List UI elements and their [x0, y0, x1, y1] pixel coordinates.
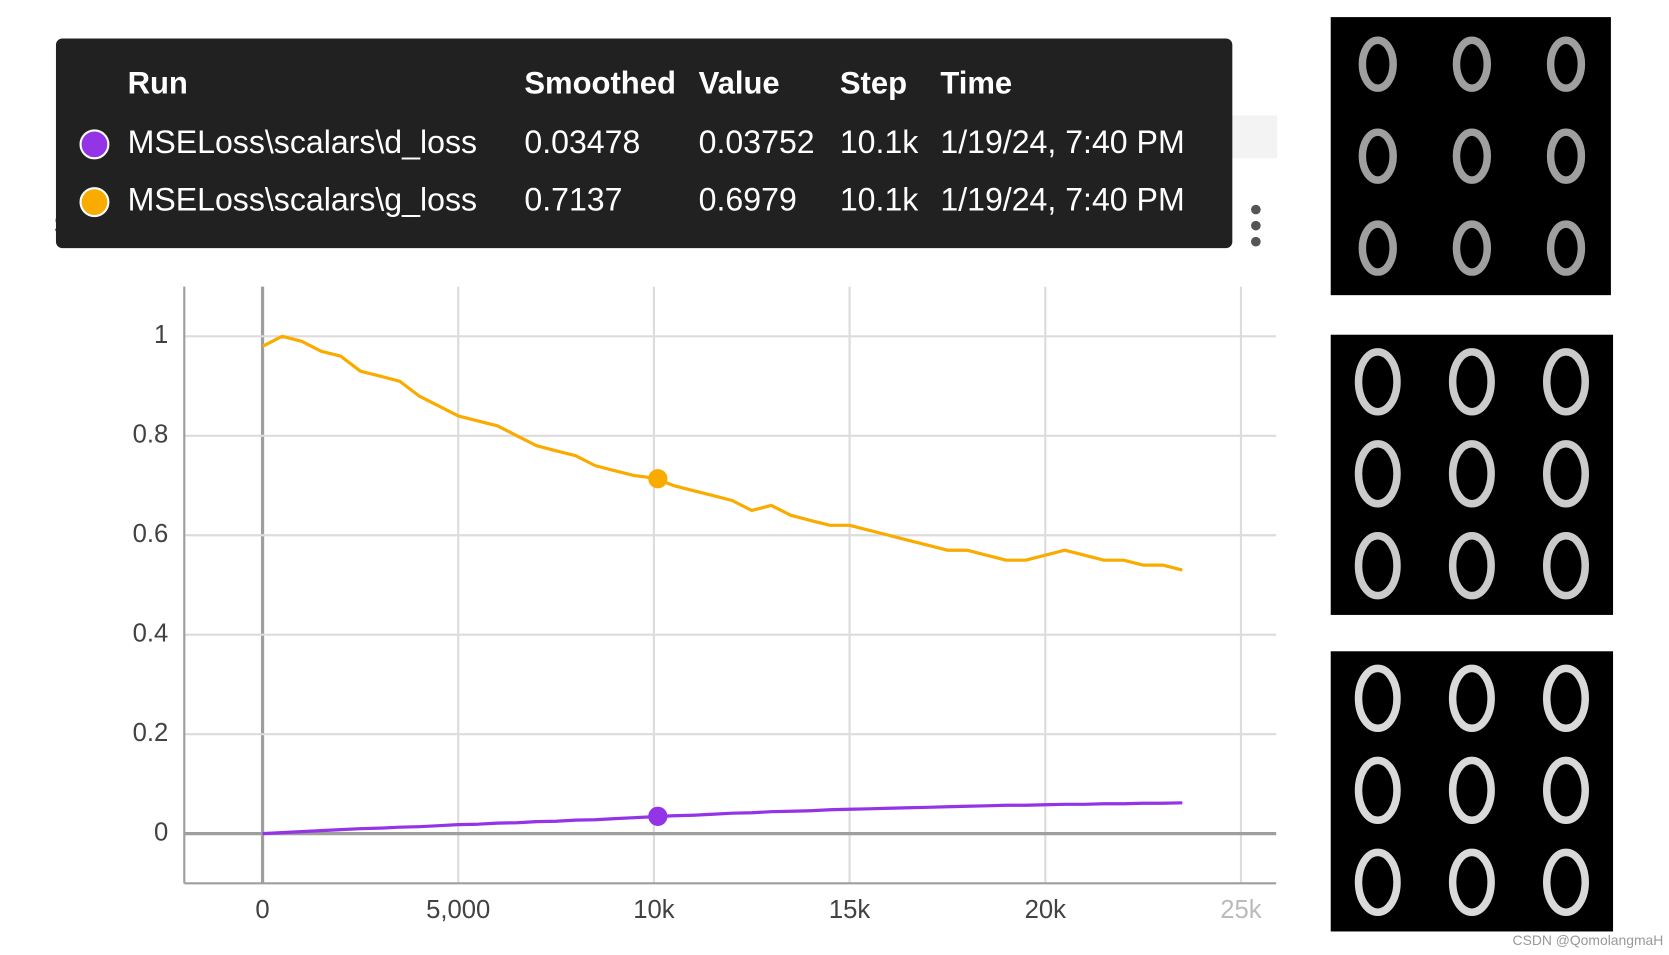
- digit-blob: [1354, 348, 1401, 416]
- run-name: MSELoss\scalars\d_loss: [128, 124, 477, 160]
- digit-blob: [1354, 664, 1401, 733]
- x-tick-label: 0: [255, 896, 269, 924]
- tooltip-bg: [55, 38, 1233, 249]
- smoothed-value: 0.7137: [524, 182, 622, 218]
- tooltip-header: Value: [699, 66, 780, 101]
- digit-blob: [1354, 532, 1401, 600]
- tooltip-header: Time: [940, 66, 1012, 101]
- time-value: 1/19/24, 7:40 PM: [940, 182, 1184, 218]
- hover-point: [648, 469, 668, 489]
- sample-blobs: [1354, 36, 1589, 916]
- series-line: [262, 801, 1183, 836]
- run-swatch: [79, 129, 110, 160]
- digit-blob: [1358, 36, 1397, 92]
- digit-blob: [1452, 128, 1492, 184]
- plot: 0 5,000 10k 15k 20k 25k 0 0.2 0.4 0.6 0.8 1: [133, 286, 1277, 924]
- y-tick-label: 1: [154, 321, 168, 349]
- sample-image: [1330, 334, 1614, 615]
- digit-blob: [1546, 128, 1586, 184]
- digit-blob: [1448, 664, 1495, 733]
- digit-blob: [1546, 36, 1586, 92]
- tooltip-header: Smoothed: [524, 66, 676, 101]
- hover-point: [648, 806, 668, 826]
- digit-blob: [1358, 220, 1397, 276]
- y-tick-label: 0.8: [133, 421, 169, 449]
- step-value: 10.1k: [840, 182, 919, 218]
- digit-blob: [1546, 220, 1586, 276]
- run-name: MSELoss\scalars\g_loss: [128, 182, 477, 218]
- x-tick-label: 5,000: [426, 896, 490, 924]
- image-samples: [1330, 17, 1614, 932]
- y-tick-label: 0.4: [133, 619, 169, 647]
- time-value: 1/19/24, 7:40 PM: [940, 124, 1184, 160]
- digit-blob: [1358, 128, 1397, 184]
- digit-blob: [1542, 848, 1589, 916]
- digit-blob: [1448, 756, 1495, 824]
- x-tick-label: 15k: [829, 896, 871, 924]
- digit-blob: [1452, 220, 1492, 276]
- more-menu[interactable]: [1251, 204, 1261, 247]
- digit-blob: [1542, 348, 1589, 416]
- series-line: [261, 334, 1183, 572]
- x-tick-label: 10k: [633, 896, 675, 924]
- digit-blob: [1542, 440, 1589, 508]
- digit-blob: [1354, 848, 1401, 916]
- y-tick-label: 0.6: [133, 520, 169, 548]
- tooltip-header: Run: [128, 66, 188, 101]
- digit-blob: [1542, 664, 1589, 733]
- digit-blob: [1448, 348, 1495, 416]
- x-tick-label: 25k: [1220, 896, 1262, 924]
- run-swatch: [79, 187, 110, 218]
- y-tick-label: 0: [154, 818, 168, 846]
- raw-value: 0.03752: [699, 124, 815, 160]
- digit-blob: [1542, 756, 1589, 824]
- watermark: CSDN @QomolangmaH: [1513, 932, 1664, 948]
- digit-blob: [1452, 36, 1492, 92]
- raw-value: 0.6979: [699, 182, 797, 218]
- x-tick-label: 20k: [1025, 896, 1067, 924]
- step-value: 10.1k: [840, 124, 919, 160]
- toolbar-bg: [1230, 115, 1278, 159]
- digit-blob: [1448, 848, 1495, 916]
- digit-blob: [1448, 440, 1495, 508]
- tooltip-header: Step: [840, 66, 907, 101]
- digit-blob: [1542, 532, 1589, 600]
- sample-image: [1330, 651, 1614, 932]
- digit-blob: [1354, 440, 1401, 508]
- digit-blob: [1448, 532, 1495, 600]
- digit-blob: [1354, 756, 1401, 824]
- y-tick-label: 0.2: [133, 719, 169, 747]
- sample-image: [1330, 17, 1611, 296]
- smoothed-value: 0.03478: [524, 124, 640, 160]
- tooltip: Run Smoothed Value Step Time MSELoss\scalars\…: [55, 38, 1233, 249]
